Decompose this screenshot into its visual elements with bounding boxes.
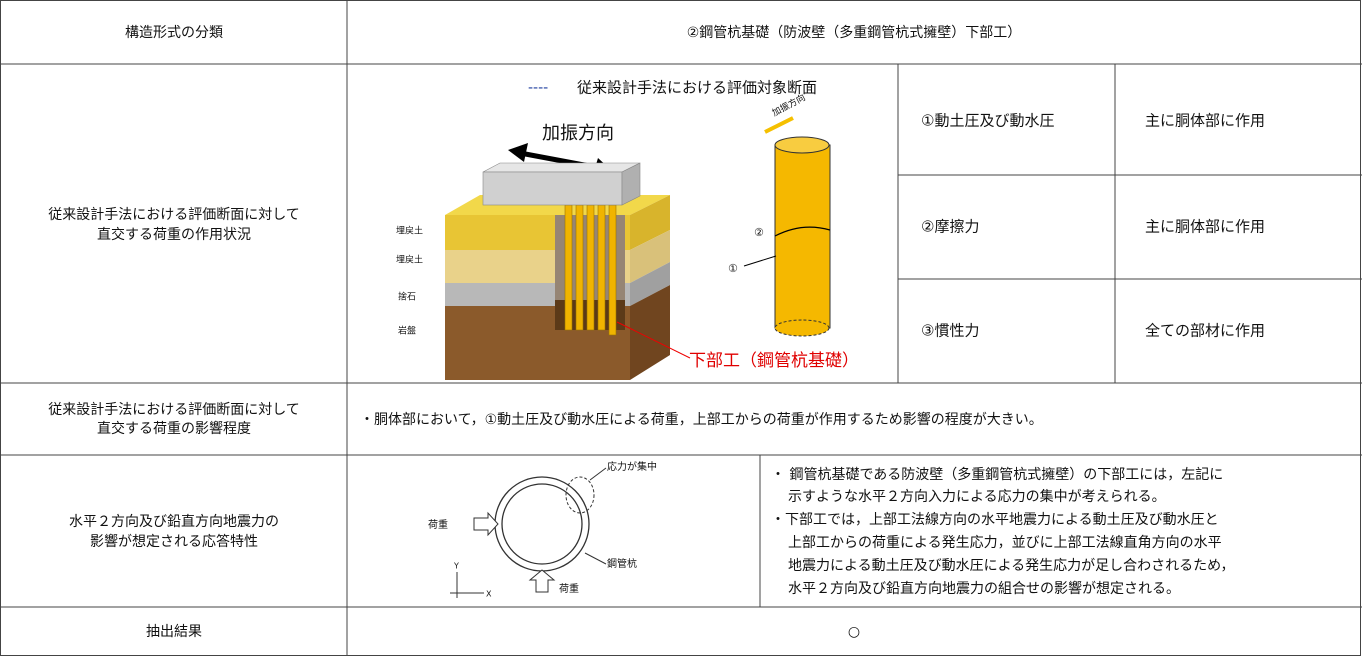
marker-label: ① [728,262,738,275]
force-name: ①動土圧及び動水圧 [921,112,1054,130]
section-figure: 荷重 荷重 応力が集中 鋼管杭 Y X [428,460,657,599]
row-label: 直交する荷重の作用状況 [97,226,251,243]
header-label: 構造形式の分類 [125,25,223,41]
response-text: ・ 鋼管杭基礎である防波壁（多重鋼管杭式擁壁）の下部工には，左記に [771,466,1223,483]
row-label: 影響が想定される応答特性 [90,533,258,550]
axis-label: X [486,590,492,599]
structure-figure: ---- 従来設計手法における評価対象断面 加振方向 埋戻土 埋戻 [396,79,859,380]
force-target: 全ての部材に作用 [1145,322,1265,340]
row-label: 従来設計手法における評価断面に対して [48,207,300,223]
force-target: 主に胴体部に作用 [1145,112,1265,130]
response-text: 示すような水平２方向入力による応力の集中が考えられる。 [788,488,1166,505]
force-name: ②摩擦力 [921,218,979,236]
result-label: 抽出結果 [146,624,202,640]
marker-label: ② [754,226,764,239]
response-text: 水平２方向及び鉛直方向地震力の組合せの影響が想定される。 [788,580,1180,597]
layer-label: 岩盤 [398,325,416,337]
response-text: 上部工からの荷重による発生応力，並びに上部工法線直角方向の水平 [788,534,1222,551]
load-label: 荷重 [559,582,579,595]
row-label: 直交する荷重の影響程度 [97,420,251,437]
impact-text: ・胴体部において，①動土圧及び動水圧による荷重，上部工からの荷重が作用するため影… [360,411,1043,428]
axis-label: Y [453,562,459,571]
layer-label: 埋戻土 [396,254,423,266]
load-label: 荷重 [428,518,448,531]
callout: 下部工（鋼管杭基礎） [689,351,859,371]
legend-marker: ---- [528,80,548,96]
direction-label: 加振方向 [542,123,614,144]
response-text: 地震力による動土圧及び動水圧による発生応力が足し合わされるため， [788,558,1234,574]
stress-label: 応力が集中 [607,460,657,473]
layer-label: 捨石 [398,291,416,303]
response-text: ・下部工では，上部工法線方向の水平地震力による動土圧及び動水圧と [771,512,1219,528]
header-value: ②鋼管杭基礎（防波壁（多重鋼管杭式擁壁）下部工） [687,24,1022,41]
row-label: 水平２方向及び鉛直方向地震力の [69,513,279,530]
layer-label: 埋戻土 [396,225,423,237]
force-target: 主に胴体部に作用 [1145,218,1265,236]
pipe-label: 鋼管杭 [607,557,637,570]
force-name: ③慣性力 [921,322,979,340]
result-value: ○ [848,624,860,640]
row-label: 従来設計手法における評価断面に対して [48,402,300,418]
legend-text: 従来設計手法における評価対象断面 [577,79,817,97]
